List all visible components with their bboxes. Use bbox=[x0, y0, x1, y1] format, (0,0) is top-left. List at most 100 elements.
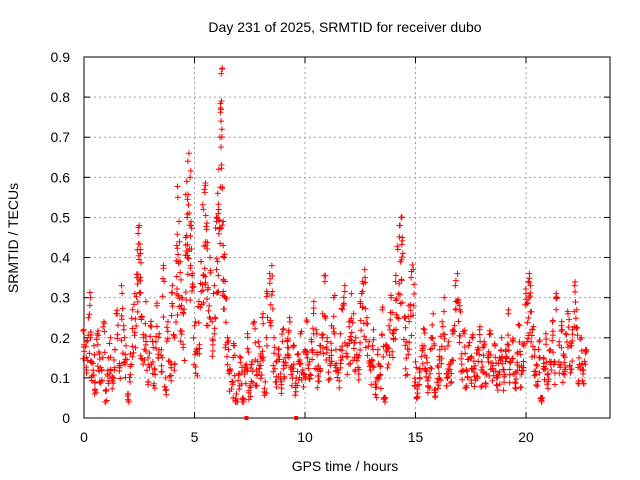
data-point bbox=[398, 256, 405, 263]
data-point bbox=[254, 358, 261, 365]
data-point bbox=[168, 289, 175, 296]
data-point bbox=[217, 100, 224, 107]
data-point bbox=[248, 358, 255, 365]
data-point bbox=[326, 375, 333, 382]
data-point bbox=[110, 357, 117, 364]
data-point bbox=[180, 341, 187, 348]
data-point bbox=[266, 319, 273, 326]
data-point bbox=[149, 358, 156, 365]
data-point bbox=[247, 365, 254, 372]
data-point bbox=[288, 371, 295, 378]
data-point bbox=[498, 355, 505, 362]
data-point bbox=[424, 377, 431, 384]
data-point bbox=[267, 301, 274, 308]
zero-value-point bbox=[294, 416, 299, 420]
data-point bbox=[115, 322, 122, 329]
data-point bbox=[218, 70, 225, 77]
data-point bbox=[399, 299, 406, 306]
data-point bbox=[137, 352, 144, 359]
data-point bbox=[184, 196, 191, 203]
data-point bbox=[419, 360, 426, 367]
data-point bbox=[502, 348, 509, 355]
data-point bbox=[407, 307, 414, 314]
data-point bbox=[187, 262, 194, 269]
data-point bbox=[445, 338, 452, 345]
data-point bbox=[163, 391, 170, 398]
data-point bbox=[341, 288, 348, 295]
data-point bbox=[106, 370, 113, 377]
data-point bbox=[351, 368, 358, 375]
data-point bbox=[430, 310, 437, 317]
data-point bbox=[129, 306, 136, 313]
data-point bbox=[549, 337, 556, 344]
data-point bbox=[392, 272, 399, 279]
data-point bbox=[337, 364, 344, 371]
data-point bbox=[506, 371, 513, 378]
data-point bbox=[428, 365, 435, 372]
data-point bbox=[421, 342, 428, 349]
data-point bbox=[423, 368, 430, 375]
data-point bbox=[276, 356, 283, 363]
data-point bbox=[164, 328, 171, 335]
data-point bbox=[440, 331, 447, 338]
data-point bbox=[90, 372, 97, 379]
data-point bbox=[257, 375, 264, 382]
data-point bbox=[423, 373, 430, 380]
data-point bbox=[139, 313, 146, 320]
data-point bbox=[110, 380, 117, 387]
data-point bbox=[119, 350, 126, 357]
data-point bbox=[455, 299, 462, 306]
data-point bbox=[130, 349, 137, 356]
data-point bbox=[138, 316, 145, 323]
data-point bbox=[314, 366, 321, 373]
data-point bbox=[211, 330, 218, 337]
data-point bbox=[452, 277, 459, 284]
data-point bbox=[303, 317, 310, 324]
data-point bbox=[572, 288, 579, 295]
data-point bbox=[345, 361, 352, 368]
data-point bbox=[568, 366, 575, 373]
data-point bbox=[292, 392, 299, 399]
data-point bbox=[505, 332, 512, 339]
data-point bbox=[561, 354, 568, 361]
data-point bbox=[361, 266, 368, 273]
x-axis-title: GPS time / hours bbox=[292, 458, 399, 474]
data-point bbox=[288, 382, 295, 389]
data-point bbox=[487, 351, 494, 358]
data-point bbox=[127, 371, 134, 378]
data-point bbox=[527, 289, 534, 296]
data-point bbox=[300, 383, 307, 390]
data-point bbox=[169, 303, 176, 310]
data-point bbox=[409, 261, 416, 268]
data-point bbox=[150, 380, 157, 387]
y-tick-label: 0.5 bbox=[51, 209, 71, 225]
data-point bbox=[163, 386, 170, 393]
data-point bbox=[278, 331, 285, 338]
data-point bbox=[96, 356, 103, 363]
data-point bbox=[127, 363, 134, 370]
data-point bbox=[184, 271, 191, 278]
data-point bbox=[336, 377, 343, 384]
data-point bbox=[271, 334, 278, 341]
data-point bbox=[95, 332, 102, 339]
data-point bbox=[495, 371, 502, 378]
data-point bbox=[225, 346, 232, 353]
data-point bbox=[392, 297, 399, 304]
data-point bbox=[411, 281, 418, 288]
data-point bbox=[281, 373, 288, 380]
data-point bbox=[209, 353, 216, 360]
data-point bbox=[228, 385, 235, 392]
data-point bbox=[348, 329, 355, 336]
data-point bbox=[583, 346, 590, 353]
data-point bbox=[546, 347, 553, 354]
data-point bbox=[173, 242, 180, 249]
data-point bbox=[540, 355, 547, 362]
data-point bbox=[237, 354, 244, 361]
data-point bbox=[410, 266, 417, 273]
data-point bbox=[176, 238, 183, 245]
data-point bbox=[247, 393, 254, 400]
data-point bbox=[298, 376, 305, 383]
data-point bbox=[250, 320, 257, 327]
y-tick-label: 0.3 bbox=[51, 290, 71, 306]
data-point bbox=[427, 346, 434, 353]
